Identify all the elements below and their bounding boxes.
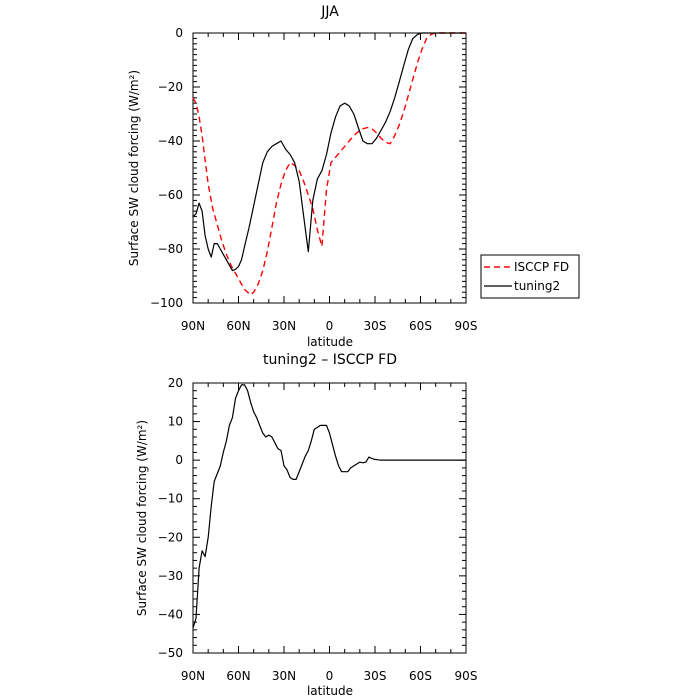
x-tick-label: 0: [326, 319, 334, 333]
x-tick-label: 30S: [364, 669, 387, 683]
y-tick-label: −20: [158, 530, 183, 544]
y-tick-label: −20: [158, 80, 183, 94]
y-tick-label: −80: [158, 242, 183, 256]
chart-top: JJA 0−20−40−60−80−100 90N 60N 30N 0 30S 60S 90…: [127, 4, 580, 349]
chart-bottom-frame: [192, 382, 467, 654]
y-tick-label: 0: [175, 26, 183, 40]
y-tick-label: −100: [150, 296, 183, 310]
series-line-top-isccp-fd: [192, 32, 466, 296]
x-tick-label: 0: [326, 669, 334, 683]
chart-top-title: JJA: [320, 4, 339, 20]
legend-frame: [480, 254, 580, 299]
chart-bottom-x-axis: 90N 60N 30N 0 30S 60S 90S: [181, 383, 478, 683]
y-tick-label: 10: [168, 415, 183, 429]
chart-bottom-y-axis: 20 10 0 −10 −20 −30 −40 −50: [158, 376, 466, 660]
y-tick-label: −60: [158, 188, 183, 202]
legend-label-isccp: ISCCP FD: [514, 260, 569, 274]
x-tick-label: 30N: [272, 319, 296, 333]
y-tick-label: 0: [175, 453, 183, 467]
x-tick-label: 60N: [226, 669, 250, 683]
chart-bottom-series: [192, 384, 466, 629]
x-tick-label: 90N: [181, 319, 205, 333]
chart-top-legend: ISCCP FD tuning2: [480, 254, 580, 299]
y-tick-label: −40: [158, 134, 183, 148]
chart-top-series: [192, 32, 466, 296]
x-tick-label: 30S: [364, 319, 387, 333]
x-tick-label: 60S: [409, 319, 432, 333]
y-tick-label: −50: [158, 646, 183, 660]
chart-bottom-title: tuning2 – ISCCP FD: [263, 352, 397, 368]
chart-top-xlabel: latitude: [307, 335, 353, 349]
chart-bottom-xlabel: latitude: [307, 684, 353, 698]
series-line-bottom-difference: [192, 384, 466, 629]
y-tick-label: −40: [158, 607, 183, 621]
chart-bottom: tuning2 – ISCCP FD 20100−10−20−30−40−50 …: [135, 352, 477, 698]
x-tick-label: 60S: [409, 669, 432, 683]
legend-label-tuning2: tuning2: [514, 279, 560, 293]
series-line-top-tuning2: [192, 32, 466, 272]
x-tick-label: 90S: [455, 319, 478, 333]
y-tick-label: −10: [158, 492, 183, 506]
chart-top-ylabel: Surface SW cloud forcing (W/m²): [127, 70, 141, 266]
y-tick-label: 20: [168, 376, 183, 390]
x-tick-label: 90N: [181, 669, 205, 683]
chart-top-y-axis: 0 −20 −40 −60 −80 −100: [150, 26, 466, 310]
y-tick-label: −30: [158, 569, 183, 583]
chart-top-frame: [192, 32, 467, 304]
x-tick-label: 90S: [455, 669, 478, 683]
chart-bottom-ylabel: Surface SW cloud forcing (W/m²): [135, 420, 149, 616]
chart-top-x-axis: 90N 60N 30N 0 30S 60S 90S: [181, 33, 478, 333]
x-tick-label: 60N: [226, 319, 250, 333]
x-tick-label: 30N: [272, 669, 296, 683]
